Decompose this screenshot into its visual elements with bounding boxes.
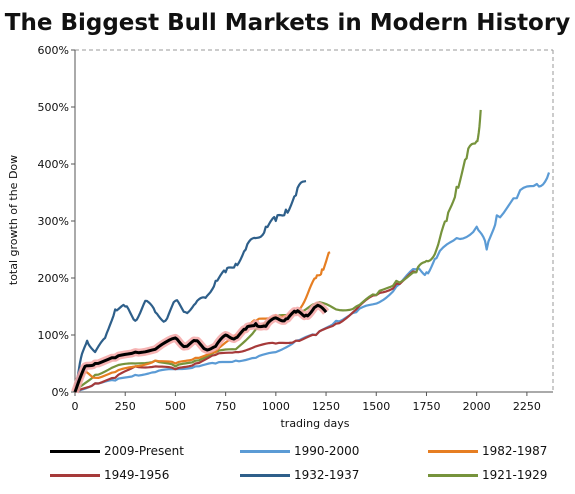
legend-swatch bbox=[428, 449, 478, 453]
line-chart: 0 250 500 750 1000 1250 1500 1750 2000 2250 0% 100%… bbox=[7, 44, 554, 430]
series-line-1932-1937 bbox=[73, 180, 307, 393]
legend-label: 1982-1987 bbox=[482, 444, 548, 458]
y-tick-label: 400% bbox=[38, 158, 69, 171]
y-tick-label: 200% bbox=[38, 272, 69, 285]
chart-title: The Biggest Bull Markets in Modern Histo… bbox=[4, 10, 571, 36]
axes bbox=[71, 49, 554, 396]
x-tick-label: 500 bbox=[165, 400, 186, 413]
x-tick-label: 250 bbox=[115, 400, 136, 413]
x-tick-label: 1750 bbox=[412, 400, 440, 413]
legend-item: 1921-1929 bbox=[428, 466, 547, 484]
x-tick-label: 2250 bbox=[513, 400, 541, 413]
legend: 2009-Present 1990-2000 1982-1987 1949-1956 1… bbox=[0, 436, 575, 494]
x-tick-label: 750 bbox=[215, 400, 236, 413]
legend-swatch bbox=[50, 473, 100, 477]
x-tick-label: 1000 bbox=[262, 400, 290, 413]
legend-item: 1990-2000 bbox=[240, 442, 359, 460]
legend-item: 1982-1987 bbox=[428, 442, 547, 460]
x-tick-label: 0 bbox=[72, 400, 79, 413]
y-tick-label: 0% bbox=[52, 386, 69, 399]
legend-item: 1932-1937 bbox=[240, 466, 359, 484]
x-tick-label: 2000 bbox=[463, 400, 491, 413]
y-tick-label: 500% bbox=[38, 101, 69, 114]
legend-item: 1949-1956 bbox=[50, 466, 169, 484]
legend-swatch bbox=[50, 449, 100, 453]
series-line-2009-present bbox=[73, 303, 328, 393]
y-axis-label: total growth of the Dow bbox=[7, 155, 20, 285]
series-line-1990-2000 bbox=[74, 172, 551, 394]
legend-swatch bbox=[240, 449, 290, 453]
tick-labels: 0 250 500 750 1000 1250 1500 1750 2000 2250 0% 100%… bbox=[38, 44, 541, 413]
legend-label: 1990-2000 bbox=[294, 444, 360, 458]
legend-label: 2009-Present bbox=[104, 444, 184, 458]
legend-swatch bbox=[428, 473, 478, 477]
legend-item: 2009-Present bbox=[50, 442, 184, 460]
legend-label: 1932-1937 bbox=[294, 468, 360, 482]
y-tick-label: 100% bbox=[38, 329, 69, 342]
legend-swatch bbox=[240, 473, 290, 477]
y-tick-label: 300% bbox=[38, 215, 69, 228]
y-tick-label: 600% bbox=[38, 44, 69, 57]
series-line-1982-1987 bbox=[74, 251, 331, 393]
x-tick-label: 1500 bbox=[362, 400, 390, 413]
legend-label: 1921-1929 bbox=[482, 468, 548, 482]
legend-label: 1949-1956 bbox=[104, 468, 170, 482]
x-axis-label: trading days bbox=[280, 417, 349, 430]
x-tick-label: 1250 bbox=[312, 400, 340, 413]
series-layer bbox=[71, 109, 551, 394]
